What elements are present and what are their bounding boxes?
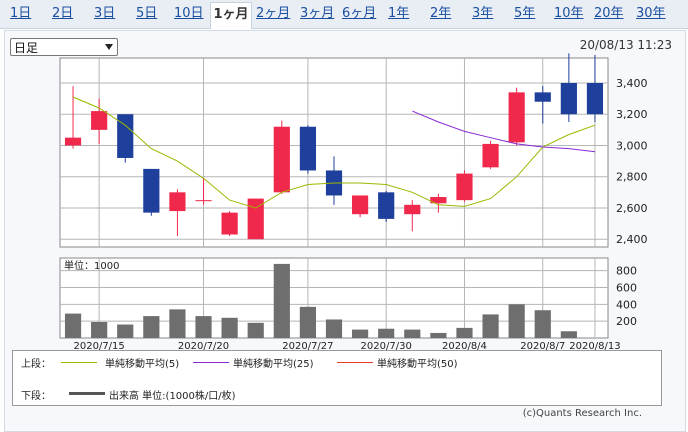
legend-ma25: 単純移動平均(25) bbox=[233, 359, 314, 370]
candle-body bbox=[273, 126, 290, 193]
x-tick-label: 2020/7/15 bbox=[74, 341, 125, 352]
legend-ma50-line bbox=[337, 362, 373, 363]
period-tab-bar: 1日 2日 3日 5日 10日 1ヶ月 2ヶ月 3ヶ月 6ヶ月 1年 2年 3年 5年 10年 20年 30年 bbox=[0, 0, 688, 29]
candle-body bbox=[195, 200, 212, 202]
volume-bar bbox=[247, 322, 264, 338]
ma5-line bbox=[72, 96, 596, 209]
volume-bar bbox=[456, 327, 473, 338]
candle-body bbox=[117, 114, 134, 158]
x-tick-label: 2020/7/20 bbox=[178, 341, 229, 352]
candle-body bbox=[456, 173, 473, 201]
candle-body bbox=[169, 192, 186, 212]
x-tick-label: 2020/8/13 bbox=[569, 341, 620, 352]
copyright-credit: (c)Quants Research Inc. bbox=[522, 408, 642, 419]
tab-6[interactable]: 1ヶ月 bbox=[210, 2, 252, 29]
tab-4[interactable]: 5日 bbox=[136, 6, 158, 21]
legend-volume: 出来高 単位:(1000株/口/枚) bbox=[109, 391, 236, 402]
volume-bar bbox=[195, 316, 212, 338]
price-tick-label: 2,800 bbox=[616, 171, 648, 184]
candle-body bbox=[247, 198, 264, 240]
price-tick-label: 3,400 bbox=[616, 77, 648, 90]
chevron-down-icon bbox=[105, 44, 113, 50]
x-tick-label: 2020/8/4 bbox=[442, 341, 487, 352]
volume-bar bbox=[325, 319, 343, 338]
tab-11[interactable]: 2年 bbox=[430, 6, 452, 21]
price-tick-label: 2,400 bbox=[616, 233, 648, 246]
volume-bar bbox=[352, 329, 369, 338]
candle-body bbox=[534, 92, 551, 102]
last-update-datetime: 20/08/13 11:23 bbox=[579, 38, 672, 52]
price-tick-label: 3,200 bbox=[616, 108, 648, 121]
legend-lower-label: 下段： bbox=[21, 391, 51, 402]
legend-volume-line bbox=[69, 392, 105, 395]
ma25-line bbox=[412, 110, 596, 153]
volume-bar bbox=[534, 310, 551, 338]
candle-body bbox=[586, 82, 604, 115]
legend-upper-label: 上段： bbox=[21, 359, 51, 370]
candle-body bbox=[430, 197, 447, 204]
volume-bar bbox=[430, 332, 447, 338]
tab-1[interactable]: 1日 bbox=[10, 6, 32, 21]
volume-bar bbox=[404, 329, 421, 338]
candle-body bbox=[352, 195, 369, 215]
candle-body bbox=[143, 168, 160, 213]
x-tick-label: 2020/7/30 bbox=[361, 341, 412, 352]
tab-16[interactable]: 30年 bbox=[636, 6, 666, 21]
volume-bar bbox=[143, 316, 160, 338]
tab-8[interactable]: 3ヶ月 bbox=[300, 6, 335, 21]
volume-bar bbox=[64, 313, 82, 338]
candle-body bbox=[221, 212, 238, 235]
tab-2[interactable]: 2日 bbox=[52, 6, 74, 21]
candle-body bbox=[64, 137, 82, 146]
candle-body bbox=[560, 82, 577, 115]
price-tick-label: 3,000 bbox=[616, 139, 648, 152]
candle-body bbox=[404, 204, 421, 215]
legend-ma5-line bbox=[61, 362, 97, 363]
volume-tick-label: 400 bbox=[616, 298, 637, 311]
legend-ma50: 単純移動平均(50) bbox=[377, 359, 458, 370]
tab-9[interactable]: 6ヶ月 bbox=[342, 6, 377, 21]
volume-tick-label: 200 bbox=[616, 315, 637, 328]
candle-body bbox=[91, 111, 108, 130]
volume-bar bbox=[221, 317, 238, 338]
volume-bar bbox=[482, 314, 499, 338]
volume-bar bbox=[299, 306, 316, 338]
candle-body bbox=[508, 92, 525, 143]
volume-bar bbox=[560, 331, 577, 338]
tab-15[interactable]: 20年 bbox=[594, 6, 624, 21]
tab-10[interactable]: 1年 bbox=[388, 6, 410, 21]
tab-3[interactable]: 3日 bbox=[94, 6, 116, 21]
volume-bar bbox=[91, 322, 108, 338]
tab-7[interactable]: 2ヶ月 bbox=[256, 6, 291, 21]
volume-tick-label: 800 bbox=[616, 265, 637, 278]
volume-bar bbox=[117, 324, 134, 338]
volume-bar bbox=[378, 328, 395, 338]
price-tick-label: 2,600 bbox=[616, 202, 648, 215]
candle-body bbox=[299, 126, 316, 171]
price-plot-area bbox=[59, 57, 609, 248]
tab-14[interactable]: 10年 bbox=[554, 6, 584, 21]
x-tick-label: 2020/8/7 bbox=[520, 341, 565, 352]
tab-12[interactable]: 3年 bbox=[472, 6, 494, 21]
legend-ma5: 単純移動平均(5) bbox=[105, 359, 180, 370]
volume-tick-label: 600 bbox=[616, 281, 637, 294]
volume-bar bbox=[508, 304, 525, 338]
volume-bar bbox=[273, 263, 290, 338]
chart-type-select[interactable]: 日足 bbox=[10, 38, 118, 56]
candle-body bbox=[482, 143, 499, 168]
chart-type-value: 日足 bbox=[14, 41, 39, 55]
tab-13[interactable]: 5年 bbox=[514, 6, 536, 21]
x-tick-label: 2020/7/27 bbox=[282, 341, 333, 352]
legend: 上段： 単純移動平均(5) 単純移動平均(25) 単純移動平均(50) 下段： … bbox=[12, 350, 662, 406]
legend-ma25-line bbox=[193, 362, 229, 363]
candle-body bbox=[378, 192, 395, 219]
volume-unit-title: 単位：1000 bbox=[64, 259, 119, 272]
volume-bar bbox=[169, 309, 186, 338]
tab-5[interactable]: 10日 bbox=[174, 6, 204, 21]
